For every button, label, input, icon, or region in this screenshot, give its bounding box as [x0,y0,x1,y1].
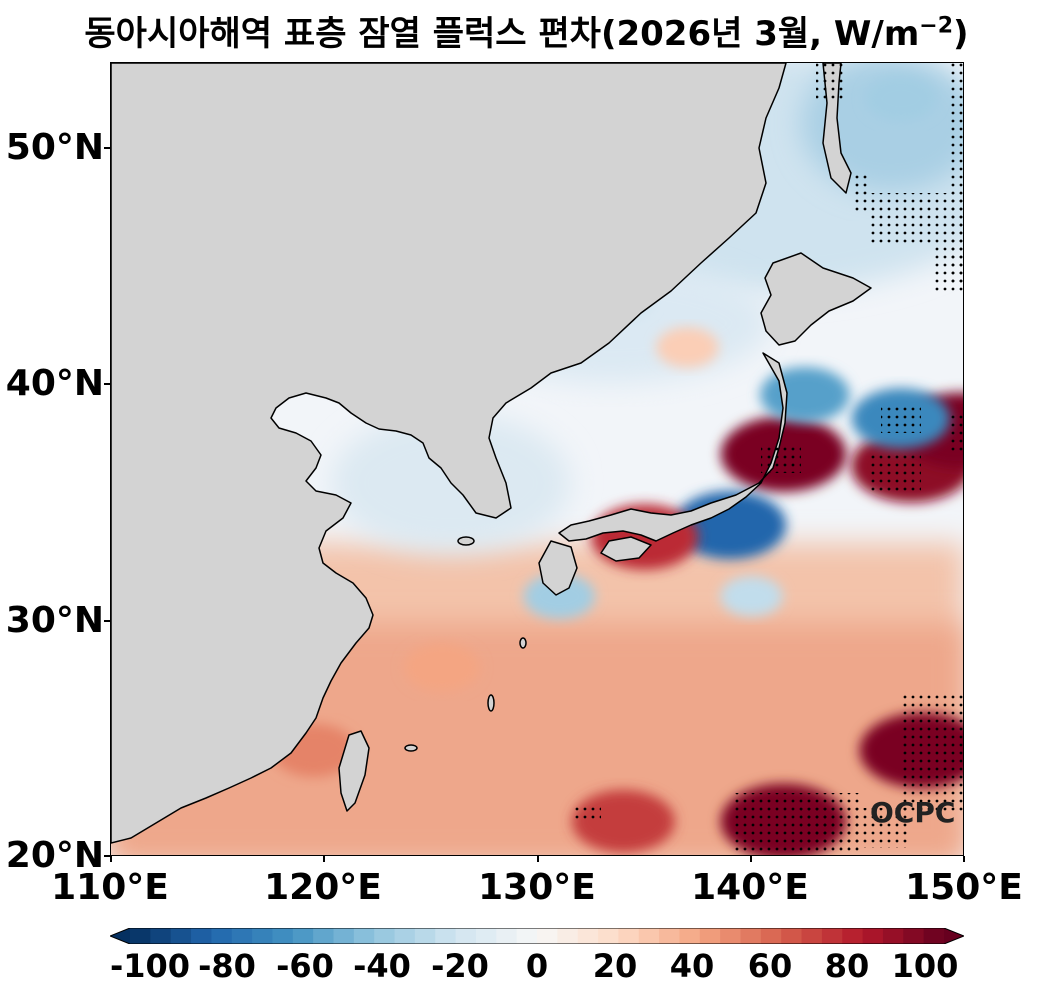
colorbar-segment [150,928,172,944]
colorbar-tick: 100 [891,947,959,985]
colorbar-segment [842,928,864,944]
colorbar-segment [394,928,416,944]
colorbar-tick: -40 [353,947,411,985]
colorbar-segment [130,928,151,944]
anomaly-blob [760,367,850,423]
colorbar-segment [862,928,884,944]
map-title: 동아시아해역 표층 잠열 플럭스 편차(2026년 3월, W/m−2) [84,13,969,54]
colorbar-segment [882,928,904,944]
colorbar-segment [252,928,273,944]
significance-stippling [571,63,963,855]
colorbar-segment [435,928,457,944]
colorbar-extend-low [110,928,130,944]
anomaly-blob [403,643,480,692]
colorbar-segment [313,928,334,944]
colorbar-segment [292,928,314,944]
colorbar-segment [577,928,599,944]
lat-tick [104,620,110,622]
anomaly-blob [720,576,783,617]
colorbar-segment [516,928,538,944]
colorbar-segment [618,928,640,944]
colorbar-segment [191,928,212,944]
anomaly-blob [865,75,937,122]
anomaly-map [111,63,963,855]
colorbar-tick: -100 [109,947,191,985]
lat-label-30: 30°N [5,600,104,641]
colorbar-segment [740,928,762,944]
lat-label-50: 50°N [5,127,104,168]
lon-label-140: 140°E [691,867,809,908]
lon-label-130: 130°E [478,867,596,908]
colorbar-segment [170,928,192,944]
colorbar-segment [801,928,823,944]
colorbar-tick: -80 [198,947,256,985]
colorbar-tick: 0 [525,947,549,985]
colorbar-segment [414,928,436,944]
colorbar-segment [272,928,294,944]
colorbar-segment [781,928,803,944]
colorbar-segment [475,928,497,944]
anomaly-blob [523,573,596,620]
colorbar-tick: 20 [592,947,638,985]
colorbar-segment [821,928,843,944]
lon-tick [537,856,539,862]
colorbar-segment [557,928,579,944]
colorbar-segment [679,928,701,944]
colorbar-segment [537,928,558,944]
colorbar-segment [923,928,945,944]
colorbar-segment [374,928,396,944]
lat-tick [104,147,110,149]
colorbar-tick: -60 [276,947,334,985]
map-panel [110,62,964,856]
colorbar-segment [638,928,660,944]
colorbar-tick: 80 [824,947,870,985]
colorbar-segment [699,928,721,944]
colorbar-segment [353,928,375,944]
colorbar-segment [455,928,477,944]
lat-tick [104,383,110,385]
lon-tick [110,856,112,862]
colorbar-tick: 60 [747,947,793,985]
lat-label-40: 40°N [5,363,104,404]
watermark-ocpc: OCPC [870,796,956,829]
anomaly-blob [656,327,719,368]
lon-tick [963,856,965,862]
lon-label-150: 150°E [905,867,1023,908]
colorbar-tick: 40 [669,947,715,985]
lat-label-20: 20°N [5,835,104,876]
colorbar-segment [903,928,925,944]
colorbar [108,927,966,945]
colorbar-segment [231,928,253,944]
colorbar-segment [333,928,355,944]
colorbar-segment [211,928,233,944]
lon-label-110: 110°E [51,867,169,908]
lon-tick [323,856,325,862]
colorbar-segment [720,928,741,944]
lon-label-120: 120°E [264,867,382,908]
colorbar-tick: -20 [431,947,489,985]
colorbar-segment [659,928,680,944]
colorbar-segment [760,928,782,944]
colorbar-gradient [108,927,966,945]
colorbar-segment [598,928,619,944]
colorbar-segment [496,928,518,944]
colorbar-extend-high [944,928,964,944]
lon-tick [750,856,752,862]
lat-tick [104,855,110,857]
